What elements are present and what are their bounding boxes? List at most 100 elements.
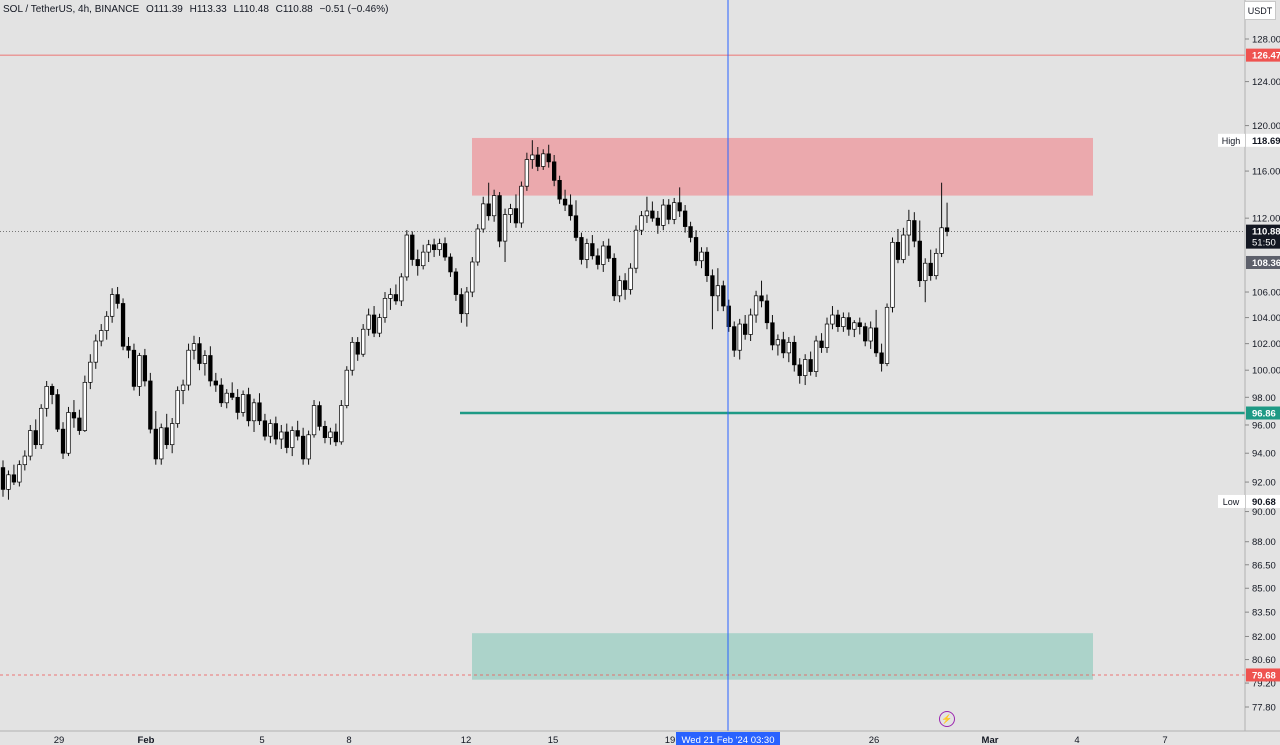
candle-body <box>448 256 453 273</box>
price-label-red: 79.68 <box>1246 668 1280 682</box>
candle-body <box>344 369 349 406</box>
candle-body <box>268 423 273 437</box>
candle-body <box>295 430 300 437</box>
candle <box>546 144 551 168</box>
candle-body <box>841 317 846 327</box>
candle-body <box>639 215 644 231</box>
candle-body <box>617 280 622 297</box>
time-tick-label: 15 <box>548 735 559 745</box>
price-tick-label: 120.00 <box>1252 121 1280 132</box>
price-tick-label: 116.00 <box>1252 167 1280 178</box>
price-label-bg <box>1246 406 1280 420</box>
lightning-icon[interactable]: ⚡ <box>939 711 955 727</box>
candle-body <box>568 204 573 217</box>
price-tick-label: 124.00 <box>1252 77 1280 88</box>
candle-body <box>519 185 524 224</box>
candle-body <box>246 394 251 422</box>
candle <box>235 389 240 420</box>
price-tick-label: 92.00 <box>1252 478 1276 489</box>
candle-body <box>672 202 677 220</box>
candle <box>268 419 273 444</box>
candle-body <box>884 306 890 364</box>
candle <box>650 201 655 222</box>
candle-body <box>781 339 786 354</box>
candle <box>339 400 344 445</box>
candle <box>693 230 699 266</box>
candle <box>290 426 295 457</box>
candle <box>322 420 328 444</box>
price-tick-label: 86.50 <box>1252 560 1276 571</box>
candle <box>453 268 459 301</box>
candle <box>224 389 229 409</box>
candle-body <box>693 237 699 262</box>
candle-body <box>142 355 148 382</box>
candle <box>732 321 737 357</box>
candle <box>699 247 704 269</box>
price-tick-label: 85.00 <box>1252 584 1276 595</box>
candle <box>661 199 666 231</box>
price-label-text: 110.88 <box>1252 227 1280 238</box>
candle <box>912 212 917 248</box>
price-label-text: 118.69 <box>1252 136 1280 147</box>
candle <box>219 378 224 407</box>
candle-body <box>459 294 464 315</box>
time-tick-label: Mar <box>982 735 999 745</box>
candle <box>66 406 71 457</box>
candle <box>33 419 38 449</box>
price-tick-label: 83.50 <box>1252 608 1276 619</box>
candle <box>562 189 568 211</box>
price-tick-label: 82.00 <box>1252 632 1276 643</box>
price-label-text: 108.36 <box>1252 258 1280 269</box>
candle <box>99 324 104 347</box>
candle-body <box>393 294 399 302</box>
candle-body <box>644 210 650 217</box>
candle <box>361 324 366 357</box>
candle-body <box>726 305 731 327</box>
candle-body <box>824 323 830 348</box>
candle-body <box>923 262 928 282</box>
candle-body <box>682 210 688 227</box>
candle-body <box>170 423 175 446</box>
candle-body <box>704 251 710 277</box>
candle-body <box>49 386 55 395</box>
candle <box>6 470 11 500</box>
candle <box>202 350 208 376</box>
candle-body <box>813 340 819 372</box>
candle <box>633 225 639 274</box>
candle <box>803 354 808 386</box>
candle <box>311 400 317 438</box>
symbol-title[interactable]: SOL / TetherUS, 4h, BINANCE <box>3 4 140 15</box>
lines-layer <box>0 54 1245 676</box>
candle-body <box>622 280 628 290</box>
candle-body <box>339 405 344 443</box>
candle <box>590 235 595 260</box>
candle-body <box>39 407 44 446</box>
currency-button[interactable]: USDT <box>1244 1 1276 20</box>
candle <box>628 263 633 295</box>
candle <box>240 390 246 417</box>
candle-body <box>852 322 857 330</box>
price-label-text: 96.86 <box>1252 409 1276 420</box>
candle-body <box>497 195 502 242</box>
candle <box>284 423 289 454</box>
candle-body <box>279 431 284 440</box>
candle-body <box>666 204 671 220</box>
candle <box>655 210 660 234</box>
candle-body <box>759 295 764 302</box>
candle-body <box>6 474 11 490</box>
candle <box>617 275 622 303</box>
candle-body <box>28 430 33 457</box>
candle-body <box>944 227 950 232</box>
candle <box>933 248 939 280</box>
candle <box>710 269 715 330</box>
candles-layer <box>0 140 950 500</box>
candle-body <box>579 237 584 260</box>
candle <box>115 286 120 309</box>
price-label-text: 79.68 <box>1252 670 1276 681</box>
candle <box>743 315 748 340</box>
price-label-bg <box>1246 494 1280 508</box>
candle <box>486 182 491 221</box>
price-tick-label: 102.00 <box>1252 339 1280 350</box>
